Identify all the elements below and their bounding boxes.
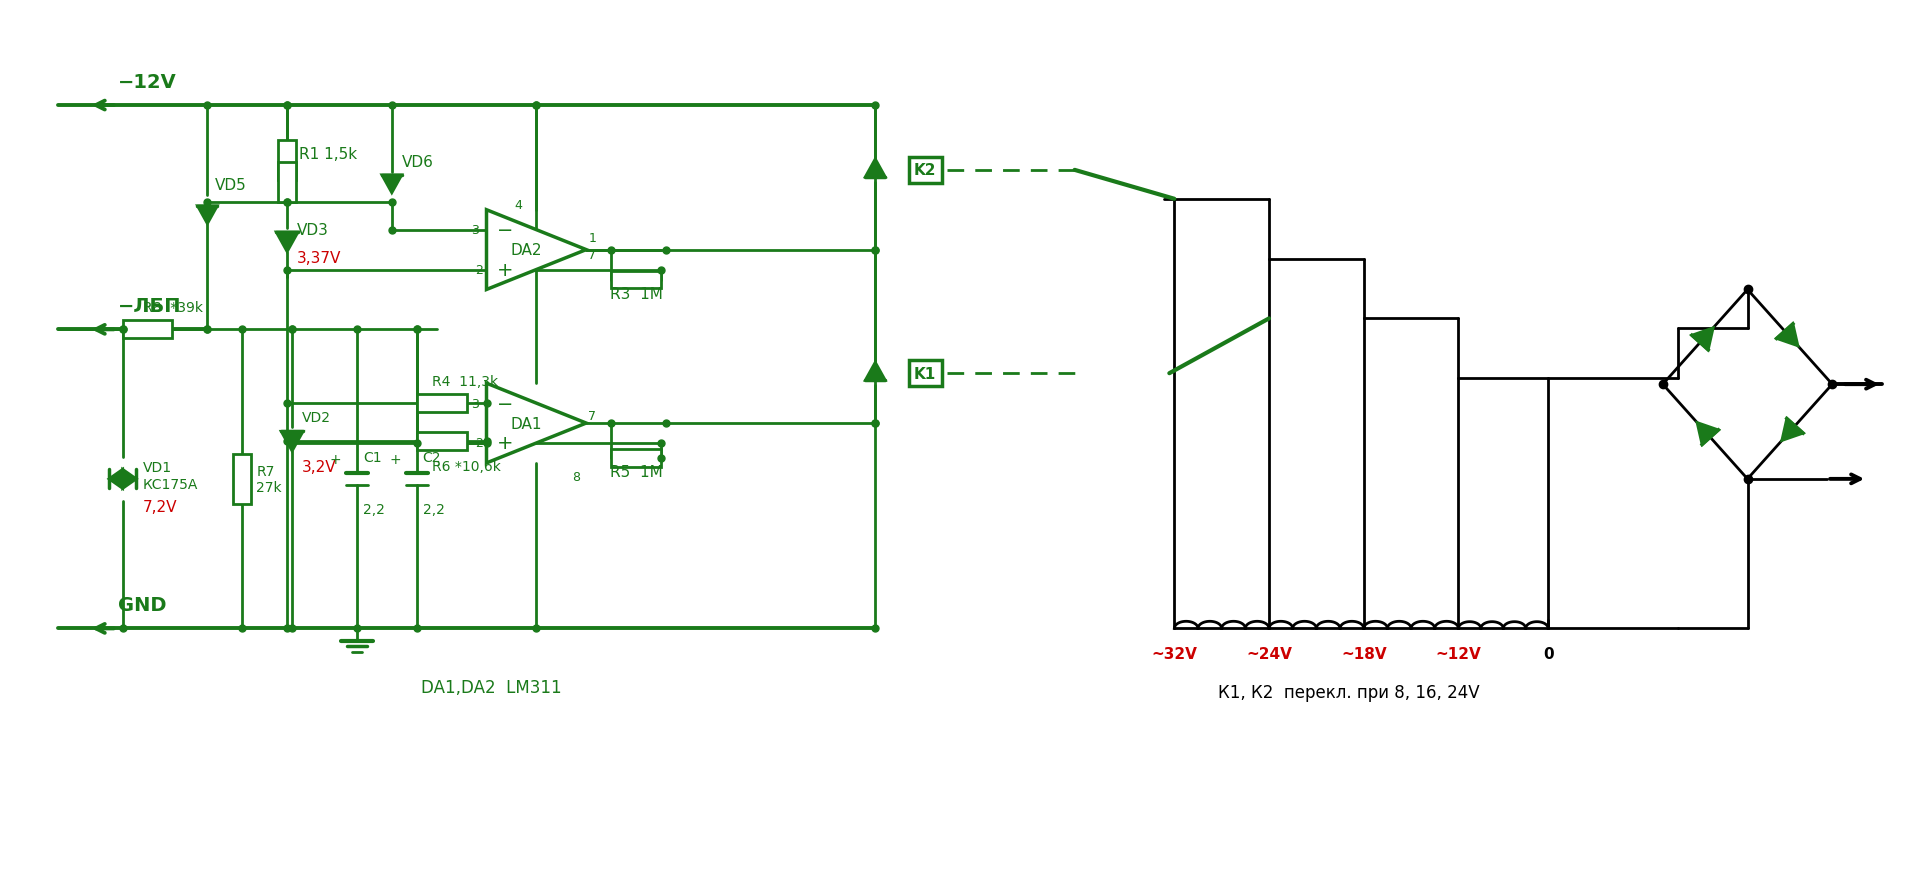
Text: −ЛБП: −ЛБП xyxy=(117,297,180,316)
Polygon shape xyxy=(109,470,123,489)
Text: +: + xyxy=(497,434,513,453)
Text: 3,2V: 3,2V xyxy=(301,460,336,475)
Polygon shape xyxy=(486,211,586,290)
Text: 7: 7 xyxy=(588,409,597,422)
Text: 3,37V: 3,37V xyxy=(298,251,342,266)
Text: R7
27k: R7 27k xyxy=(255,464,282,494)
Text: 7,2V: 7,2V xyxy=(142,500,177,515)
Polygon shape xyxy=(280,432,303,451)
Text: К1, К2  перекл. при 8, 16, 24V: К1, К2 перекл. при 8, 16, 24V xyxy=(1217,683,1480,702)
Text: K2: K2 xyxy=(914,163,937,178)
Polygon shape xyxy=(1782,419,1803,441)
Text: R1 1,5k: R1 1,5k xyxy=(300,148,357,162)
Text: 1: 1 xyxy=(588,232,595,245)
Text: GND: GND xyxy=(117,596,167,615)
Bar xyxy=(611,271,660,289)
Bar xyxy=(123,321,173,339)
Polygon shape xyxy=(486,384,586,464)
Text: 3: 3 xyxy=(470,397,478,410)
Polygon shape xyxy=(1697,423,1718,445)
Polygon shape xyxy=(198,206,217,225)
Polygon shape xyxy=(276,233,298,252)
Text: DA1: DA1 xyxy=(511,416,541,431)
Text: VD6: VD6 xyxy=(401,155,434,170)
Text: 4: 4 xyxy=(515,199,522,212)
Text: 3: 3 xyxy=(470,224,478,237)
Text: DA1,DA2  LM311: DA1,DA2 LM311 xyxy=(420,679,563,696)
Text: R5  1M: R5 1M xyxy=(611,464,662,480)
Text: ~32V: ~32V xyxy=(1152,646,1198,662)
Text: R4  11,3k: R4 11,3k xyxy=(432,375,497,389)
Text: C2: C2 xyxy=(422,450,442,464)
Text: R8  *39k: R8 *39k xyxy=(142,301,204,315)
Text: C1: C1 xyxy=(363,450,382,464)
Text: 2: 2 xyxy=(474,437,482,450)
Text: 0: 0 xyxy=(1544,646,1553,662)
Text: −12V: −12V xyxy=(117,73,177,92)
Bar xyxy=(611,450,660,467)
Text: VD1: VD1 xyxy=(142,460,171,474)
Polygon shape xyxy=(123,470,136,489)
Text: VD3: VD3 xyxy=(298,223,328,238)
Text: 8: 8 xyxy=(572,471,580,484)
Polygon shape xyxy=(866,363,885,381)
Polygon shape xyxy=(1776,325,1797,347)
Bar xyxy=(417,433,467,450)
Polygon shape xyxy=(1692,328,1713,350)
Bar xyxy=(278,140,296,181)
Text: КС175А: КС175А xyxy=(142,478,198,492)
Text: +: + xyxy=(330,452,342,466)
Text: +: + xyxy=(497,261,513,280)
Polygon shape xyxy=(866,160,885,177)
Text: VD2: VD2 xyxy=(301,411,330,425)
Text: ~18V: ~18V xyxy=(1340,646,1386,662)
Bar xyxy=(417,395,467,413)
Text: −: − xyxy=(497,221,513,240)
Text: K1: K1 xyxy=(914,366,937,381)
Text: −: − xyxy=(497,394,513,414)
Text: R3  1M: R3 1M xyxy=(609,286,662,302)
Bar xyxy=(278,162,296,203)
Text: ~12V: ~12V xyxy=(1436,646,1482,662)
Polygon shape xyxy=(382,176,401,193)
Text: ~24V: ~24V xyxy=(1246,646,1292,662)
Text: +: + xyxy=(390,452,401,466)
Bar xyxy=(234,455,252,504)
Text: 2,2: 2,2 xyxy=(363,502,384,516)
Text: VD5: VD5 xyxy=(215,178,248,193)
Text: R6 *10,6k: R6 *10,6k xyxy=(432,459,501,473)
Text: 2: 2 xyxy=(474,263,482,277)
Text: 2,2: 2,2 xyxy=(422,502,445,516)
Text: DA2: DA2 xyxy=(511,243,541,258)
Text: 7: 7 xyxy=(588,248,597,262)
